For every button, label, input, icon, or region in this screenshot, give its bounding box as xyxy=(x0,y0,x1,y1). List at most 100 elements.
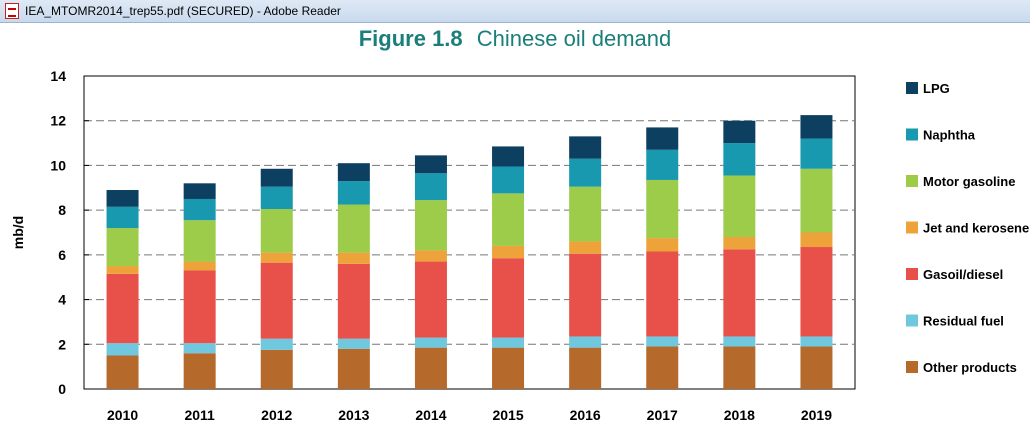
bar-segment xyxy=(492,245,525,259)
figure-number: Figure 1.8 xyxy=(358,26,463,51)
bar-segment xyxy=(800,232,833,248)
legend-label: Naphtha xyxy=(923,128,976,143)
legend-label: Residual fuel xyxy=(923,314,1004,329)
bar-segment xyxy=(106,343,139,356)
bar-segment xyxy=(492,347,525,389)
x-tick-label: 2013 xyxy=(338,407,369,423)
bar-segment xyxy=(183,198,216,221)
bar-segment xyxy=(492,166,525,194)
y-axis-label: mb/d xyxy=(10,216,26,249)
y-tick-label: 2 xyxy=(58,336,66,352)
bar-segment xyxy=(106,228,139,267)
y-tick-label: 0 xyxy=(58,381,66,397)
y-tick-label: 12 xyxy=(50,113,66,129)
bar-segment xyxy=(260,338,293,350)
x-tick-label: 2018 xyxy=(724,407,755,423)
bar-segment xyxy=(646,336,679,347)
legend-label: Gasoil/diesel xyxy=(923,267,1003,282)
bar-segment xyxy=(800,247,833,337)
bar-segment xyxy=(183,183,216,199)
y-tick-label: 6 xyxy=(58,247,66,263)
bar-segment xyxy=(646,238,679,252)
chart-area: 0 2 4 6 8 10 12 14 mb/d 2010 2011 2012 2013 2014 2015 2… xyxy=(0,60,1030,431)
bar-segment xyxy=(800,138,833,169)
bar-segment xyxy=(800,168,833,233)
bar-segment xyxy=(106,355,139,389)
bar-segment xyxy=(569,253,602,337)
bar-segment xyxy=(260,186,293,210)
y-tick-label: 8 xyxy=(58,202,66,218)
bar-segment xyxy=(337,204,370,253)
x-tick-label: 2011 xyxy=(184,407,215,423)
bar-segment xyxy=(569,336,602,348)
bar-segment xyxy=(492,193,525,246)
bar-segment xyxy=(260,262,293,339)
bar-segment xyxy=(646,346,679,389)
legend-swatch xyxy=(906,128,918,141)
bar-segment xyxy=(414,200,447,251)
bar-segment xyxy=(646,251,679,337)
bar-segment xyxy=(183,220,216,262)
bar-segment xyxy=(800,115,833,139)
bar-segment xyxy=(723,143,756,176)
bar-segment xyxy=(414,347,447,389)
bar-segment xyxy=(106,266,139,274)
bar-segment xyxy=(106,190,139,207)
bar-segment xyxy=(569,136,602,159)
bar-segment xyxy=(414,155,447,174)
bar-segment xyxy=(337,181,370,205)
legend-label: LPG xyxy=(923,81,950,96)
bar-segment xyxy=(492,337,525,348)
y-tick-label: 10 xyxy=(50,157,66,173)
bar-segment xyxy=(414,250,447,262)
bar-segment xyxy=(646,127,679,150)
legend-swatch xyxy=(906,175,918,187)
bar-segment xyxy=(337,163,370,182)
y-tick-label: 4 xyxy=(58,292,66,308)
bar-segment xyxy=(569,186,602,242)
bar-segment xyxy=(723,120,756,144)
y-tick-label: 14 xyxy=(50,68,66,84)
bar-segment xyxy=(723,336,756,347)
bar-segment xyxy=(260,168,293,187)
bar-segment xyxy=(569,241,602,254)
bar-segment xyxy=(569,347,602,389)
bar-segment xyxy=(337,338,370,349)
x-tick-label: 2012 xyxy=(261,407,292,423)
bar-segment xyxy=(414,261,447,338)
x-tick-label: 2016 xyxy=(570,407,601,423)
legend-label: Motor gasoline xyxy=(923,174,1015,189)
bar-segment xyxy=(800,346,833,389)
legend-swatch xyxy=(906,268,918,280)
legend-label: Other products xyxy=(923,360,1017,375)
stacked-bar-chart: 0 2 4 6 8 10 12 14 mb/d 2010 2011 2012 2013 2014 2015 2… xyxy=(10,68,1029,423)
bar-segment xyxy=(183,343,216,354)
legend-label: Jet and kerosene xyxy=(923,221,1029,236)
bar-segment xyxy=(723,236,756,250)
bar-segment xyxy=(106,273,139,344)
legend-swatch xyxy=(906,314,918,327)
bar-segment xyxy=(106,206,139,229)
legend-swatch xyxy=(906,361,918,373)
bar-segment xyxy=(260,252,293,263)
x-tick-label: 2019 xyxy=(801,407,832,423)
bar-segment xyxy=(183,353,216,389)
window-titlebar[interactable]: IEA_MTOMR2014_trep55.pdf (SECURED) - Ado… xyxy=(0,0,1030,23)
bar-segment xyxy=(260,209,293,253)
bar-segment xyxy=(492,146,525,167)
bar-segment xyxy=(646,149,679,180)
x-tick-label: 2014 xyxy=(415,407,446,423)
legend-swatch xyxy=(906,82,918,94)
bar-segment xyxy=(337,263,370,339)
bar-segment xyxy=(337,252,370,264)
bar-segment xyxy=(723,249,756,337)
window-title: IEA_MTOMR2014_trep55.pdf (SECURED) - Ado… xyxy=(25,4,341,18)
bar-segment xyxy=(183,261,216,271)
x-tick-label: 2017 xyxy=(647,407,678,423)
bar-segment xyxy=(646,179,679,239)
x-tick-label: 2015 xyxy=(492,407,523,423)
bar-segment xyxy=(337,348,370,389)
bar-segment xyxy=(723,175,756,237)
bar-segment xyxy=(183,270,216,344)
bar-segment xyxy=(414,337,447,348)
